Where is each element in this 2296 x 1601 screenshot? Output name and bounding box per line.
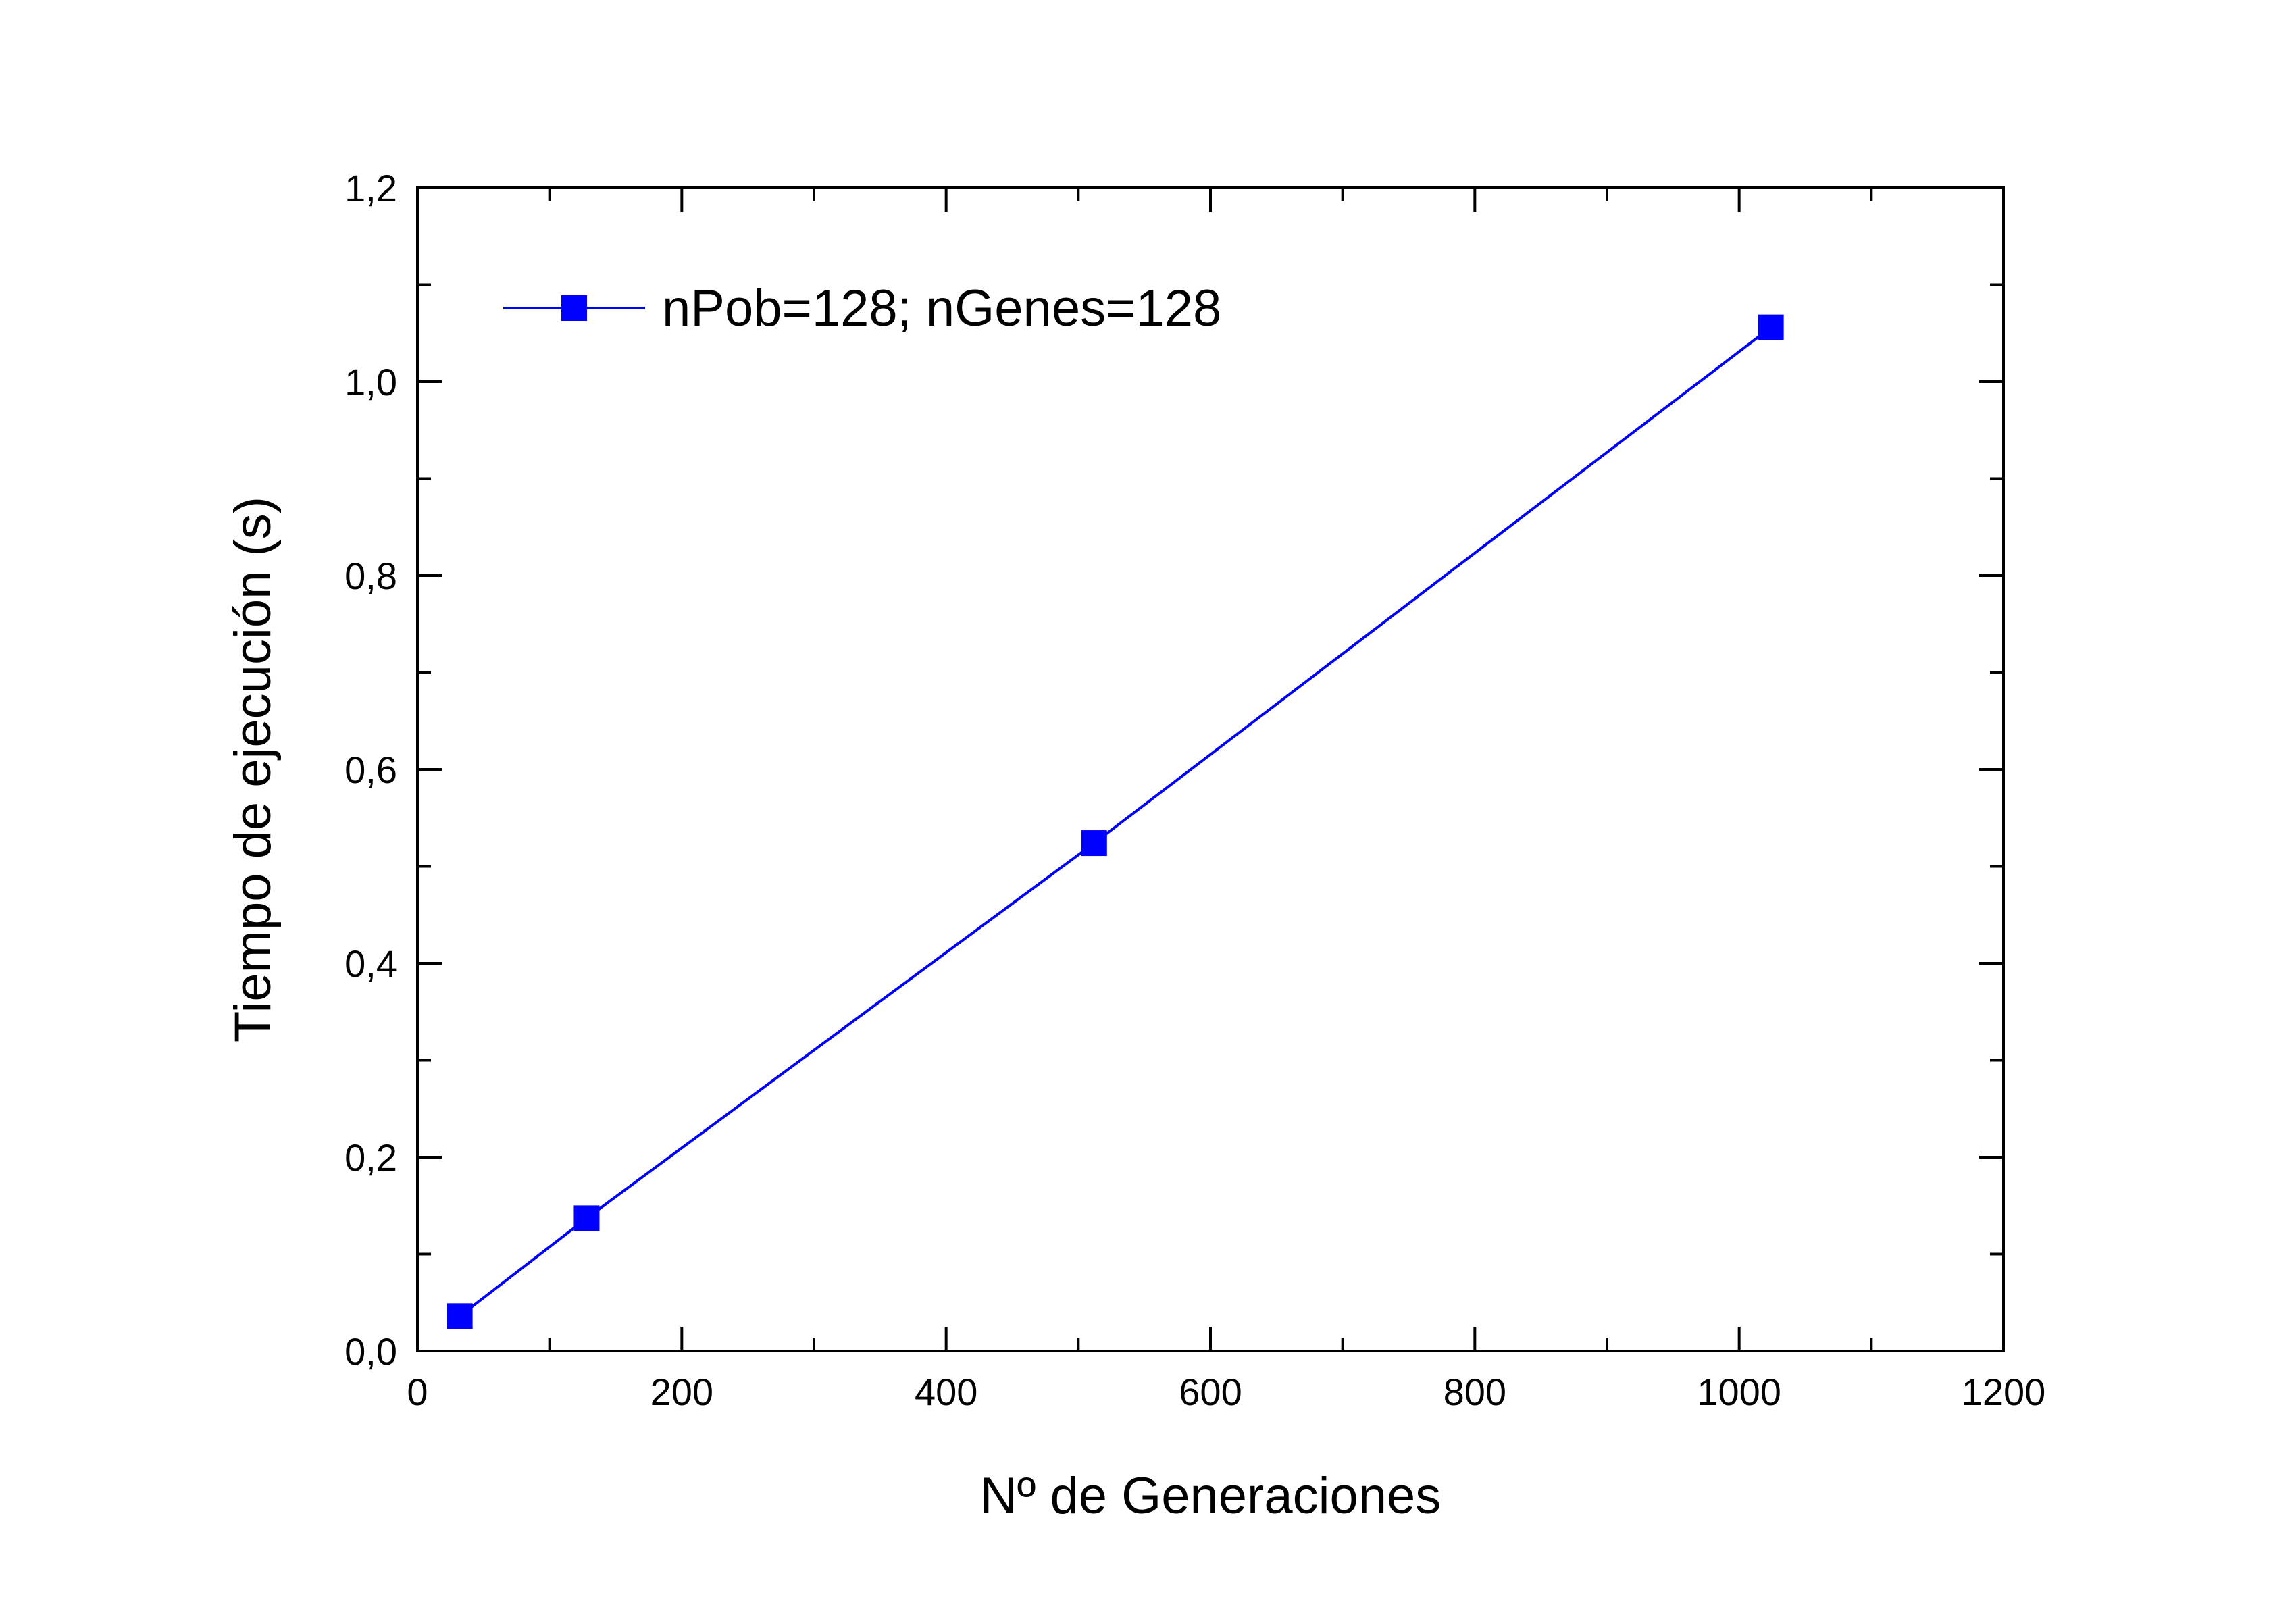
legend-marker (561, 295, 587, 321)
x-tick-label: 0 (407, 1371, 428, 1413)
data-point-marker (573, 1205, 600, 1231)
legend-label: nPob=128; nGenes=128 (662, 280, 1221, 337)
y-axis-title: Tiempo de ejecución (s) (224, 497, 282, 1042)
y-tick-label: 0,8 (345, 555, 397, 597)
x-axis-ticks: 0 200 400 600 800 1000 1200 (407, 188, 2045, 1413)
y-tick-label: 0,2 (345, 1136, 397, 1179)
x-tick-label: 1000 (1697, 1371, 1781, 1413)
x-tick-label: 800 (1444, 1371, 1506, 1413)
x-tick-label: 1200 (1962, 1371, 2046, 1413)
data-point-marker (447, 1303, 473, 1329)
plot-frame (416, 186, 2005, 1352)
y-tick-label: 1,2 (345, 167, 397, 209)
series-line (459, 326, 1772, 1317)
y-tick-label: 1,0 (345, 361, 397, 403)
data-point-marker (1081, 830, 1107, 857)
y-tick-label: 0,0 (345, 1330, 397, 1373)
x-tick-label: 400 (915, 1371, 977, 1413)
y-tick-label: 0,6 (345, 748, 397, 791)
data-point-marker (1758, 314, 1784, 340)
plot-series (447, 314, 1784, 1329)
x-tick-label: 200 (650, 1371, 713, 1413)
y-tick-label: 0,4 (345, 942, 397, 985)
x-tick-label: 600 (1179, 1371, 1242, 1413)
y-axis-ticks: 0,0 0,2 0,4 0,6 0,8 1,0 1,2 (345, 167, 2004, 1373)
x-axis-title: Nº de Generaciones (980, 1467, 1442, 1525)
legend: nPob=128; nGenes=128 (503, 280, 1221, 337)
